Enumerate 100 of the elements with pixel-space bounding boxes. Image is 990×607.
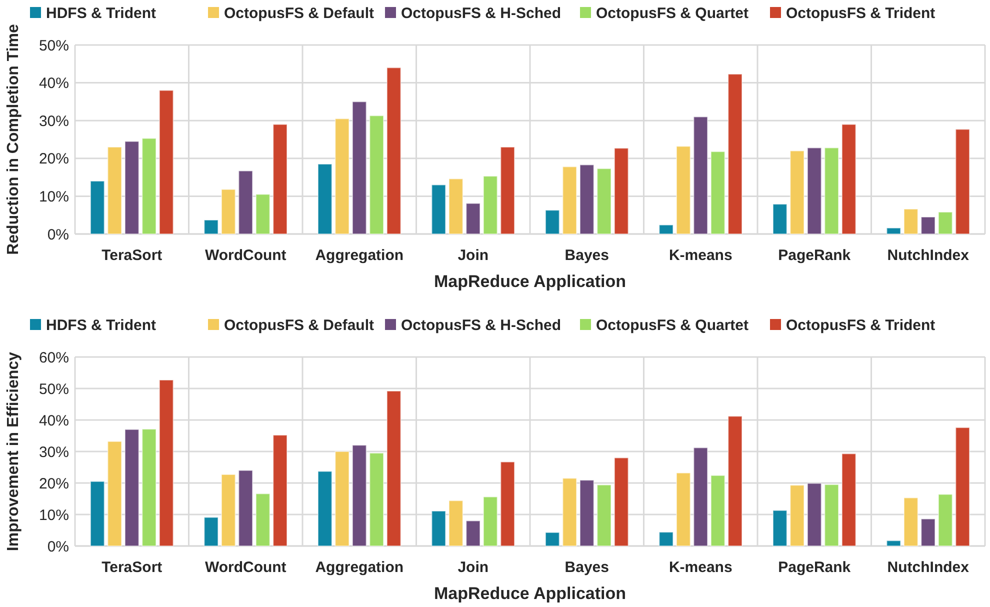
legend-label: OctopusFS & H-Sched	[401, 317, 562, 334]
bar	[255, 194, 270, 234]
bar	[255, 493, 270, 546]
bar	[562, 478, 578, 546]
bar	[369, 115, 384, 234]
bar	[920, 518, 936, 546]
legend-label: OctopusFS & Trident	[786, 5, 936, 22]
bar	[238, 470, 254, 546]
bar	[562, 166, 578, 234]
bar	[369, 452, 384, 546]
bar	[318, 164, 332, 234]
bar	[142, 138, 157, 234]
y-tick-label: 10%	[38, 506, 69, 524]
bar	[728, 74, 742, 234]
bar	[693, 116, 708, 234]
y-tick-label: 60%	[38, 349, 69, 366]
x-tick-label: Aggregation	[315, 247, 404, 264]
bar	[920, 216, 936, 234]
bar	[352, 444, 367, 546]
x-tick-label: Bayes	[564, 559, 609, 576]
legend-label: OctopusFS & Default	[224, 317, 374, 334]
bar	[545, 210, 560, 234]
bar	[955, 427, 970, 546]
bar	[352, 101, 367, 234]
bar	[90, 480, 105, 546]
bar	[806, 147, 822, 234]
bar	[938, 494, 953, 546]
bar	[772, 204, 788, 234]
bar	[158, 90, 174, 234]
legend-label: OctopusFS & Quartet	[596, 5, 749, 22]
bar	[596, 168, 612, 234]
x-tick-label: Join	[458, 559, 489, 576]
bar	[614, 457, 629, 546]
bar	[955, 128, 970, 234]
x-axis-title: MapReduce Application	[434, 272, 626, 291]
bar	[806, 482, 822, 546]
y-tick-label: 30%	[38, 112, 69, 130]
legend-label: HDFS & Trident	[46, 317, 156, 334]
legend-label: OctopusFS & Trident	[786, 317, 936, 334]
bar	[772, 510, 788, 546]
legend-label: OctopusFS & Default	[224, 5, 374, 22]
bar	[500, 461, 515, 546]
y-axis-title: Improvement in Efficiency	[5, 352, 22, 552]
bar	[431, 184, 446, 234]
bar	[903, 208, 918, 234]
y-tick-label: 0%	[47, 538, 69, 556]
bar	[142, 428, 157, 546]
bar	[614, 148, 629, 234]
x-tick-label: NutchIndex	[887, 559, 970, 576]
bar	[386, 67, 402, 234]
y-axis-title: Reduction in Completion Time	[5, 24, 22, 255]
y-tick-label: 30%	[38, 444, 69, 461]
bar	[448, 500, 464, 546]
y-tick-label: 20%	[38, 150, 69, 168]
legend-label: HDFS & Trident	[46, 5, 156, 22]
bar	[220, 474, 236, 546]
bar	[710, 151, 726, 234]
bar	[220, 188, 236, 234]
bar	[466, 520, 481, 546]
bar	[710, 474, 726, 546]
x-tick-label: K-means	[668, 559, 732, 576]
x-tick-label: PageRank	[778, 247, 852, 264]
bar	[238, 170, 254, 234]
y-tick-label: 40%	[38, 75, 69, 92]
bar	[482, 176, 498, 234]
bar	[124, 428, 140, 546]
bar	[272, 434, 288, 546]
bar	[886, 227, 902, 234]
x-tick-label: WordCount	[204, 247, 286, 264]
bar	[596, 484, 612, 546]
bar	[466, 202, 481, 234]
y-tick-label: 20%	[38, 475, 69, 492]
bar	[272, 124, 288, 234]
bar	[658, 224, 674, 234]
y-tick-label: 10%	[38, 188, 69, 206]
bar	[545, 532, 560, 546]
x-tick-label: Bayes	[564, 247, 609, 264]
bar	[938, 212, 953, 234]
bar	[903, 497, 918, 546]
bar	[124, 140, 140, 234]
legend-label: OctopusFS & H-Sched	[401, 5, 562, 22]
x-tick-label: Join	[458, 247, 489, 264]
bar	[579, 480, 594, 546]
x-tick-label: TeraSort	[102, 247, 162, 264]
bar	[482, 496, 498, 546]
x-tick-label: NutchIndex	[887, 247, 970, 264]
x-tick-label: PageRank	[778, 559, 852, 576]
bar	[204, 220, 219, 234]
x-tick-label: Aggregation	[315, 559, 404, 576]
x-axis-title: MapReduce Application	[434, 584, 626, 603]
y-tick-label: 50%	[38, 380, 69, 398]
bar	[334, 118, 350, 234]
bar	[841, 124, 856, 234]
x-tick-label: K-means	[668, 247, 732, 264]
bar	[318, 470, 332, 546]
y-tick-label: 50%	[38, 37, 69, 54]
bar	[204, 516, 219, 546]
bar	[158, 379, 174, 546]
x-tick-label: WordCount	[204, 559, 286, 576]
bar	[790, 484, 805, 546]
